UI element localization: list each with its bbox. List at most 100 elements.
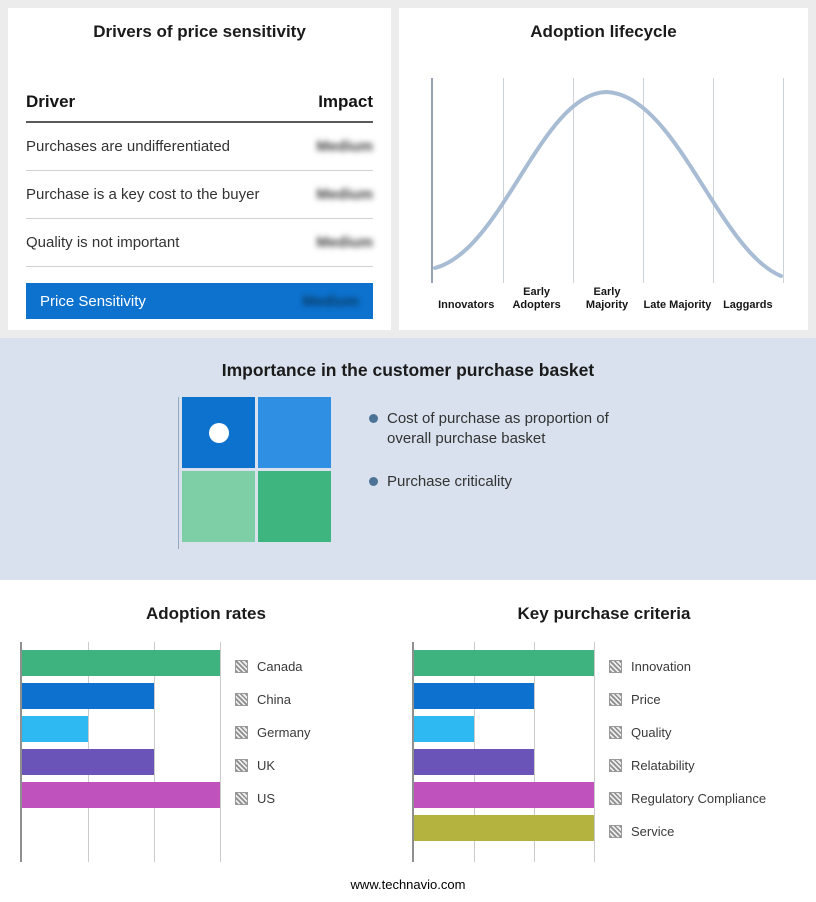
gridline (594, 642, 595, 862)
bar-row-relatability (414, 749, 594, 775)
bullet-icon (369, 477, 378, 486)
legend-label: Quality (631, 725, 672, 740)
lifecycle-chart: Innovators Early Adopters Early Majority… (431, 78, 784, 311)
stage-label-early-majority: Early Majority (585, 286, 629, 311)
quadrant-marker-dot (209, 423, 229, 443)
adoption-rates-title: Adoption rates (146, 604, 266, 623)
legend-swatch-icon (609, 660, 622, 673)
table-row: Purchase is a key cost to the buyer Medi… (26, 171, 373, 219)
top-section: Drivers of price sensitivity Driver Impa… (0, 0, 816, 338)
gridline (534, 642, 535, 862)
bar-uk (22, 749, 154, 775)
drivers-table: Driver Impact Purchases are undifferenti… (26, 92, 373, 319)
bar-relatability (414, 749, 534, 775)
bar-us (22, 782, 220, 808)
bullet-text: Purchase criticality (387, 473, 513, 490)
bar-row-germany (22, 716, 220, 742)
purchase-basket-panel: Importance in the customer purchase bask… (0, 338, 816, 580)
table-row: Purchases are undifferentiated Medium (26, 123, 373, 171)
gridline (503, 78, 504, 283)
lifecycle-plot (431, 78, 784, 283)
driver-cell: Purchase is a key cost to the buyer (26, 186, 260, 203)
bar-row-price (414, 683, 594, 709)
quadrant-cell-bottom-left (182, 471, 255, 542)
stage-label-early-adopters: Early Adopters (512, 286, 561, 311)
charts-row: Adoption rates Canada China Germany UK US Ke… (0, 580, 816, 862)
stage-label-late-majority: Late Majority (643, 298, 712, 311)
legend-swatch-icon (235, 693, 248, 706)
bullet-item: Purchase criticality (369, 472, 641, 492)
bar-row-canada (22, 650, 220, 676)
legend-item-china: China (235, 683, 310, 716)
legend-swatch-icon (609, 726, 622, 739)
adoption-rates-chart: Adoption rates Canada China Germany UK US (20, 604, 392, 862)
bar-row-us (22, 782, 220, 808)
legend-label: Relatability (631, 758, 695, 773)
legend-label: Service (631, 824, 675, 839)
legend-label: Regulatory Compliance (631, 791, 767, 806)
purchase-basket-title: Importance in the customer purchase bask… (221, 360, 595, 380)
driver-cell: Purchases are undifferentiated (26, 138, 231, 155)
legend-swatch-icon (609, 693, 622, 706)
legend-item-germany: Germany (235, 716, 310, 749)
driver-cell: Quality is not important (26, 234, 180, 251)
legend-swatch-icon (235, 726, 248, 739)
bell-curve (433, 89, 783, 278)
impact-cell-blurred: Medium (316, 234, 373, 251)
stage-label-laggards: Laggards (723, 298, 773, 311)
bar-china (22, 683, 154, 709)
legend-label: China (257, 692, 291, 707)
legend-item-regulatory-compliance: Regulatory Compliance (609, 782, 766, 815)
key-purchase-criteria-chart: Key purchase criteria Innovation Price Qua… (412, 604, 796, 862)
legend-label: Germany (257, 725, 311, 740)
bar-regulatory-compliance (414, 782, 594, 808)
legend-label: Price (631, 692, 661, 707)
lifecycle-stage-labels: Innovators Early Adopters Early Majority… (431, 286, 783, 311)
key-purchase-criteria-plot (412, 642, 595, 862)
bar-canada (22, 650, 220, 676)
legend-item-innovation: Innovation (609, 650, 766, 683)
bar-row-uk (22, 749, 220, 775)
bar-row-innovation (414, 650, 594, 676)
bar-innovation (414, 650, 594, 676)
drivers-panel-title: Drivers of price sensitivity (93, 22, 306, 41)
legend-item-service: Service (609, 815, 766, 848)
stage-label-innovators: Innovators (438, 298, 495, 311)
bar-row-service (414, 815, 594, 841)
drivers-table-header: Driver Impact (26, 92, 373, 123)
impact-cell-blurred: Medium (316, 186, 373, 203)
bar-row-china (22, 683, 220, 709)
purchase-basket-content: Cost of purchase as proportion of overal… (178, 397, 816, 549)
legend-label: Canada (257, 659, 303, 674)
legend-item-price: Price (609, 683, 766, 716)
gridline (783, 78, 784, 283)
gridline (220, 642, 221, 862)
price-sensitivity-summary-row: Price Sensitivity Medium (26, 283, 373, 319)
legend-swatch-icon (609, 825, 622, 838)
impact-column-header: Impact (318, 92, 373, 111)
impact-cell-blurred: Medium (316, 138, 373, 155)
bar-germany (22, 716, 88, 742)
key-purchase-criteria-title: Key purchase criteria (517, 604, 691, 623)
quadrant-cell-bottom-right (258, 471, 331, 542)
legend-item-uk: UK (235, 749, 310, 782)
legend-item-relatability: Relatability (609, 749, 766, 782)
summary-impact-blurred: Medium (302, 292, 359, 310)
bullet-item: Cost of purchase as proportion of overal… (369, 409, 641, 448)
drivers-panel: Drivers of price sensitivity Driver Impa… (8, 8, 391, 330)
bar-row-quality (414, 716, 594, 742)
quadrant-axis (178, 397, 331, 549)
lifecycle-panel: Adoption lifecycle Innovators Early Adop… (399, 8, 808, 330)
bullet-icon (369, 414, 378, 423)
legend-item-canada: Canada (235, 650, 310, 683)
website-footer: www.technavio.com (350, 877, 466, 892)
legend-label: Innovation (631, 659, 691, 674)
quadrant-cell-top-right (258, 397, 331, 468)
bar-service (414, 815, 594, 841)
basket-bullet-list: Cost of purchase as proportion of overal… (369, 397, 641, 549)
quadrant-chart (182, 397, 331, 542)
key-purchase-criteria-legend: Innovation Price Quality Relatability Regula… (609, 642, 766, 862)
lifecycle-title: Adoption lifecycle (530, 22, 677, 41)
summary-label: Price Sensitivity (40, 292, 146, 310)
legend-item-us: US (235, 782, 310, 815)
